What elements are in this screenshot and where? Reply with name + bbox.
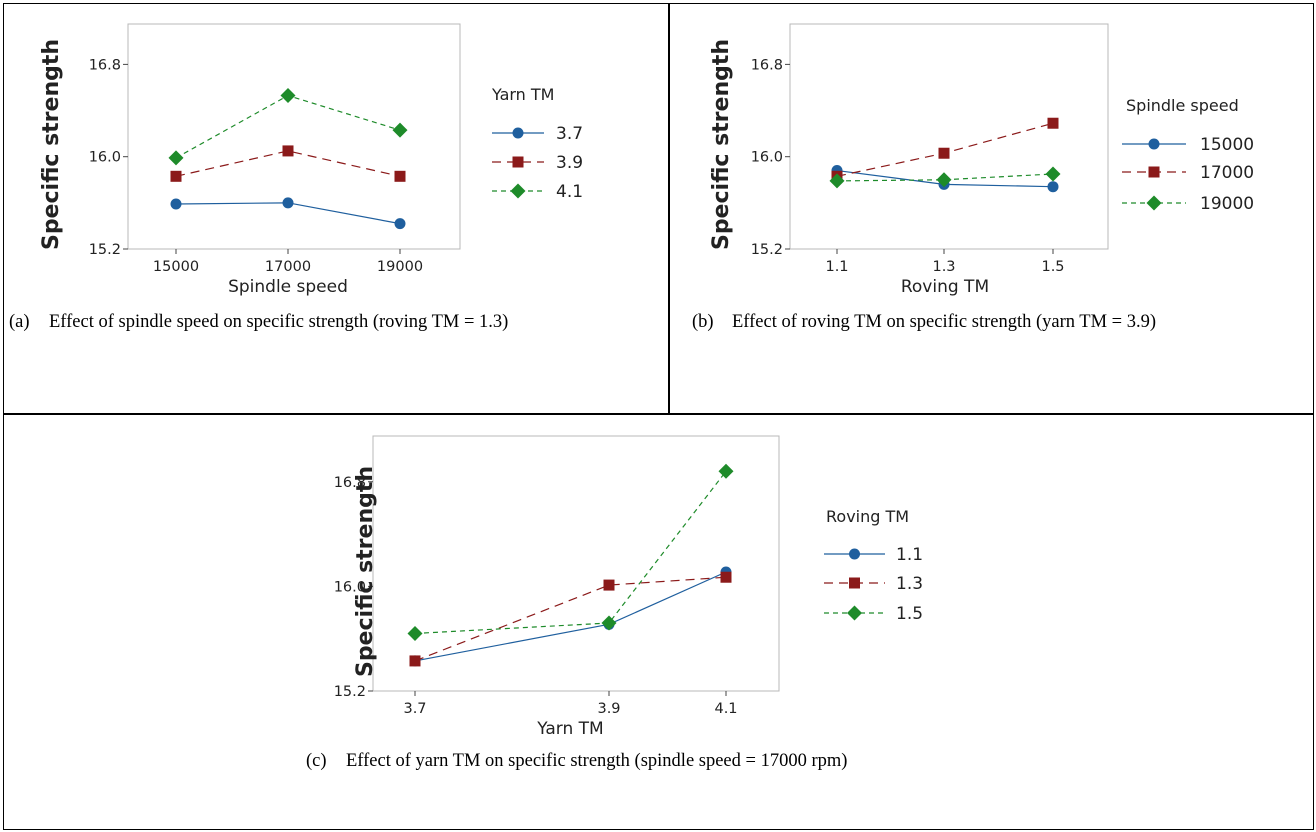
series-line-1.3 (414, 576, 727, 662)
x-tick-label: 1.1 (825, 259, 848, 275)
series-line-3.9 (175, 150, 401, 177)
legend-marker-1.3 (849, 577, 860, 589)
chart-panel-a: 15.2 16.0 16.8 15000 17000 19000 Spindle speed… (39, 23, 583, 297)
legend-label-1.3: 1.3 (896, 574, 923, 594)
data-point-1.5 (718, 463, 734, 479)
y-tick-label: 16.8 (89, 57, 121, 73)
y-tick-label: 16.0 (751, 150, 783, 166)
series-line-1.5 (414, 470, 727, 635)
data-point-3.7 (170, 198, 182, 210)
plot-area (372, 435, 780, 692)
data-point-4.1 (280, 88, 296, 104)
figure-table-frame (3, 3, 1314, 830)
data-point-19000 (1045, 166, 1061, 182)
x-tick-label: 3.7 (403, 701, 426, 717)
legend-marker-4.1 (510, 183, 526, 199)
data-point-4.1 (392, 122, 408, 138)
x-tick-label: 1.5 (1041, 259, 1064, 275)
legend-title: Roving TM (826, 507, 909, 526)
legend-label-17000: 17000 (1200, 163, 1254, 183)
caption-c-text: Effect of yarn TM on specific strength (… (346, 751, 848, 771)
data-point-3.7 (282, 197, 294, 209)
caption-c-label: (c) (306, 751, 327, 771)
data-point-1.5 (601, 615, 617, 631)
y-axis-label: Specific strength (39, 39, 64, 250)
y-tick-label: 16.0 (89, 150, 121, 166)
caption-a: (a) Effect of spindle speed on specific s… (9, 312, 508, 333)
data-point-4.1 (168, 150, 184, 166)
y-tick-label: 15.2 (334, 684, 366, 700)
legend-label-3.9: 3.9 (556, 153, 583, 173)
data-point-19000 (936, 172, 952, 188)
x-axis-label: Spindle speed (228, 277, 348, 297)
legend-label-19000: 19000 (1200, 194, 1254, 214)
data-point-1.3 (603, 579, 615, 591)
caption-c: (c) Effect of yarn TM on specific strengt… (306, 751, 847, 772)
plot-area (789, 23, 1109, 250)
x-tick-label: 15000 (153, 259, 199, 275)
legend-marker-15000 (1148, 138, 1160, 150)
legend-marker-19000 (1146, 195, 1162, 211)
y-tick-label: 16.8 (751, 57, 783, 73)
legend-marker-1.1 (849, 548, 860, 560)
data-point-1.3 (720, 571, 732, 583)
legend-label-4.1: 4.1 (556, 182, 583, 202)
x-tick-label: 17000 (265, 259, 311, 275)
data-point-3.9 (170, 170, 182, 182)
data-point-3.9 (282, 145, 294, 157)
caption-b-text: Effect of roving TM on specific strength… (732, 312, 1157, 332)
legend-title: Yarn TM (491, 85, 554, 104)
x-tick-label: 1.3 (932, 259, 955, 275)
y-axis-label: Specific strength (709, 39, 734, 250)
data-point-1.5 (407, 625, 423, 641)
legend-marker-3.7 (512, 127, 524, 139)
x-tick-label: 4.1 (714, 701, 737, 717)
x-tick-label: 3.9 (597, 701, 620, 717)
data-point-1.3 (409, 655, 421, 667)
cell-divider-vertical (668, 3, 670, 414)
y-tick-label: 16.0 (334, 579, 366, 595)
legend-title: Spindle speed (1126, 96, 1239, 115)
x-axis-label: Yarn TM (536, 719, 603, 739)
plot-area (127, 23, 461, 250)
data-point-17000 (1047, 117, 1059, 129)
x-tick-label: 19000 (377, 259, 423, 275)
legend-label-15000: 15000 (1200, 135, 1254, 155)
data-point-17000 (938, 147, 950, 159)
chart-panel-c: 15.2 16.0 16.8 3.7 3.9 4.1 Yarn TM Specific str… (334, 435, 923, 739)
data-point-19000 (829, 173, 845, 189)
legend-marker-17000 (1148, 166, 1160, 178)
legend-label-3.7: 3.7 (556, 124, 583, 144)
y-tick-label: 15.2 (751, 242, 783, 258)
chart-panel-b: 15.2 16.0 16.8 1.1 1.3 1.5 Roving TM Specific s… (709, 23, 1254, 297)
caption-a-label: (a) (9, 312, 30, 332)
legend-label-1.5: 1.5 (896, 604, 923, 624)
caption-b-label: (b) (692, 312, 714, 332)
legend-marker-3.9 (512, 156, 524, 168)
caption-a-text: Effect of spindle speed on specific stre… (49, 312, 509, 332)
cell-divider-horizontal (3, 413, 1314, 415)
data-point-3.9 (394, 170, 406, 182)
y-axis-label: Specific strength (353, 466, 378, 677)
caption-b: (b) Effect of roving TM on specific stren… (692, 312, 1156, 333)
x-axis-label: Roving TM (901, 277, 989, 297)
data-point-15000 (1047, 181, 1059, 193)
y-tick-label: 15.2 (89, 242, 121, 258)
y-tick-label: 16.8 (334, 475, 366, 491)
data-point-3.7 (394, 218, 406, 230)
legend-marker-1.5 (847, 605, 862, 621)
legend-label-1.1: 1.1 (896, 545, 923, 565)
